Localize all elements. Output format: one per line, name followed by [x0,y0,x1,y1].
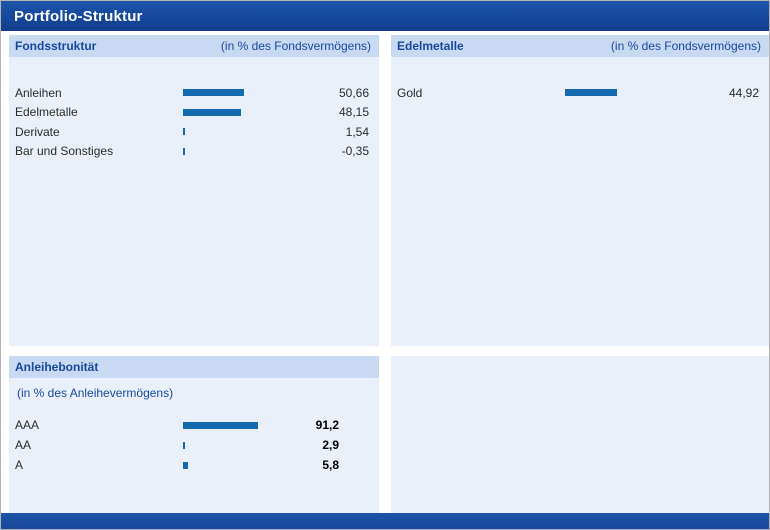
panel-subtitle: (in % des Fondsvermögens) [610,39,761,53]
bar [183,147,185,155]
bar-row: Edelmetalle 48,15 [15,103,369,123]
bar-track [565,89,695,97]
bar-track [183,461,273,469]
bar-row: Bar und Sonstiges -0,35 [15,142,369,162]
bar-label: Gold [397,85,423,100]
bar [183,128,185,136]
bar-row: Gold 44,92 [397,83,759,103]
panel-body: (in % des Anleihevermögens) AAA 91,2 AA 2,9… [9,378,379,475]
bar-row: Derivate 1,54 [15,122,369,142]
bar-value: 5,8 [322,458,339,472]
bar-row: AA 2,9 [15,435,369,455]
bar-row: A 5,8 [15,455,369,475]
bar [183,421,258,429]
panel-empty [391,356,769,513]
bar [183,441,186,449]
panel-fondsstruktur-header: Fondsstruktur (in % des Fondsvermögens) [9,35,379,57]
bar-label: A [15,458,24,472]
panel-title: Edelmetalle [397,39,464,53]
bar-rows: Gold 44,92 [397,83,759,103]
panel-edelmetalle: Edelmetalle (in % des Fondsvermögens) Go… [391,35,769,346]
bar-value: 50,66 [338,85,369,100]
panel-subtitle: (in % des Fondsvermögens) [220,39,371,53]
page-title: Portfolio-Struktur [14,7,143,25]
bar-track [183,421,273,429]
bar-row: AAA 91,2 [15,415,369,435]
panel-anleihebonitaet-header: Anleihebonität [9,356,379,378]
bar-value: 1,54 [345,124,369,139]
bar-track [183,147,313,155]
panel-anleihebonitaet: Anleihebonität (in % des Anleihevermögen… [9,356,379,513]
panel-fondsstruktur: Fondsstruktur (in % des Fondsvermögens) … [9,35,379,346]
bar-value: 44,92 [728,85,759,100]
bar-value: -0,35 [341,144,369,159]
bar-track [183,128,313,136]
panel-body: Gold 44,92 [391,57,769,103]
bar-rows: Anleihen 50,66 Edelmetalle 48,15 Derivate 1,5… [15,83,369,161]
panel-subtitle: (in % des Anleihevermögens) [17,386,174,400]
bar-value: 2,9 [322,438,339,452]
panel-title: Fondsstruktur [15,39,97,53]
bar-value: 48,15 [338,105,369,120]
bar-rows: AAA 91,2 AA 2,9 A 5,8 [15,415,369,475]
bar-label: Anleihen [15,85,62,100]
bar-label: Bar und Sonstiges [15,144,114,159]
bar [183,89,244,97]
panel-edelmetalle-header: Edelmetalle (in % des Fondsvermögens) [391,35,769,57]
bar-value: 91,2 [315,418,339,432]
bar-track [183,89,313,97]
bar-label: AA [15,438,32,452]
panel-title: Anleihebonität [15,360,99,374]
bar [565,89,618,97]
bar-track [183,441,273,449]
next-section-strip [1,513,769,529]
bar-label: Edelmetalle [15,105,78,120]
page-header: Portfolio-Struktur [1,1,769,31]
bar-row: Anleihen 50,66 [15,83,369,103]
bar-track [183,108,313,116]
panel-body: Anleihen 50,66 Edelmetalle 48,15 Derivate 1,5… [9,57,379,161]
bar [183,108,241,116]
bar [183,461,188,469]
bar-label: Derivate [15,124,60,139]
bar-label: AAA [15,418,40,432]
